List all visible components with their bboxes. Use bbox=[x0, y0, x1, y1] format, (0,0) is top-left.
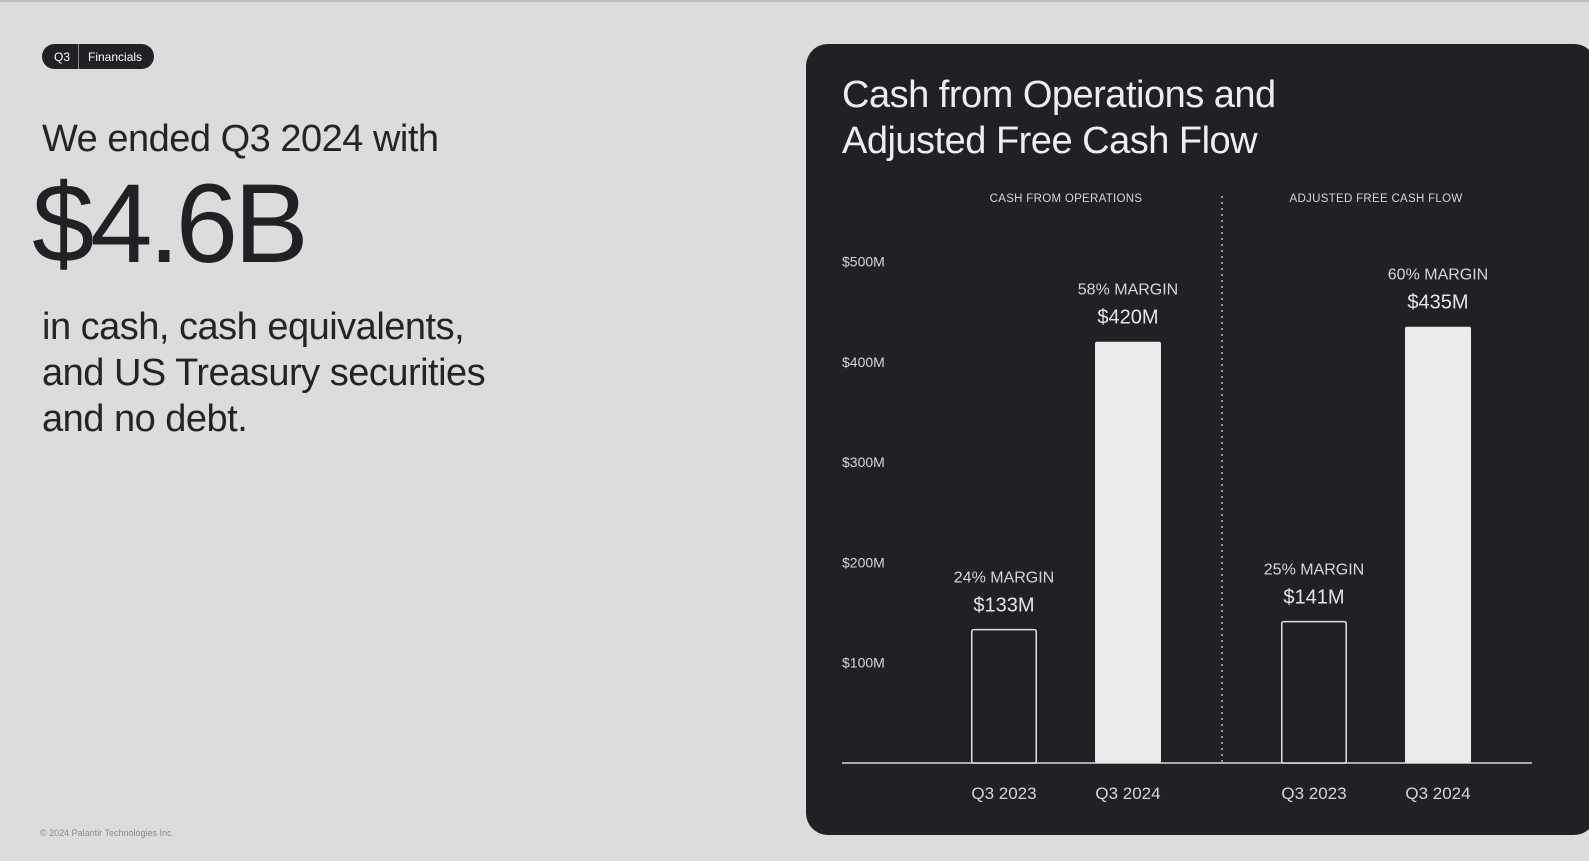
bar-margin-label: 60% MARGIN bbox=[1388, 267, 1488, 284]
chart-title-line: Cash from Operations and bbox=[842, 74, 1276, 116]
bar-margin-label: 58% MARGIN bbox=[1078, 282, 1178, 299]
y-tick-label: $200M bbox=[842, 554, 885, 570]
group-label: ADJUSTED FREE CASH FLOW bbox=[1289, 193, 1462, 205]
headline-amount: $4.6B bbox=[32, 161, 309, 286]
x-tick-label: Q3 2024 bbox=[1405, 784, 1470, 803]
bar bbox=[971, 628, 1037, 764]
x-tick-label: Q3 2023 bbox=[1281, 784, 1346, 803]
copyright-footer: © 2024 Palantir Technologies Inc. bbox=[40, 828, 175, 838]
section-pill: Q3 Financials bbox=[42, 44, 155, 69]
description-line: and US Treasury securities bbox=[42, 352, 486, 394]
group-label: CASH FROM OPERATIONS bbox=[990, 193, 1143, 205]
y-tick-label: $100M bbox=[842, 655, 885, 671]
chart-title-line: Adjusted Free Cash Flow bbox=[842, 120, 1258, 162]
bar bbox=[1281, 620, 1347, 764]
x-tick-label: Q3 2024 bbox=[1095, 784, 1160, 803]
bar-value-label: $435M bbox=[1407, 292, 1468, 314]
pill-section: Financials bbox=[88, 49, 143, 64]
chart-title: Cash from Operations and Adjusted Free C… bbox=[842, 72, 1276, 164]
top-border bbox=[0, 0, 1589, 2]
description-line: and no debt. bbox=[42, 398, 248, 440]
description-line: in cash, cash equivalents, bbox=[42, 306, 465, 348]
bar-margin-label: 24% MARGIN bbox=[954, 570, 1054, 587]
bar-value-label: $141M bbox=[1283, 587, 1344, 609]
y-tick-label: $400M bbox=[842, 354, 885, 370]
bar bbox=[1095, 341, 1161, 763]
bar bbox=[1405, 326, 1471, 763]
bar-value-label: $420M bbox=[1097, 307, 1158, 329]
headline-description: in cash, cash equivalents, and US Treasu… bbox=[42, 304, 486, 442]
bar-value-label: $133M bbox=[973, 595, 1034, 617]
headline-intro: We ended Q3 2024 with bbox=[42, 118, 439, 160]
pill-quarter: Q3 bbox=[42, 44, 80, 69]
chart-panel: Cash from Operations and Adjusted Free C… bbox=[806, 44, 1589, 835]
bar-chart: $100M $200M $300M $400M $500M CASH FROM OPERA… bbox=[842, 193, 1532, 803]
x-tick-label: Q3 2023 bbox=[971, 784, 1036, 803]
bar-margin-label: 25% MARGIN bbox=[1264, 562, 1364, 579]
y-tick-label: $500M bbox=[842, 254, 885, 270]
y-tick-label: $300M bbox=[842, 454, 885, 470]
